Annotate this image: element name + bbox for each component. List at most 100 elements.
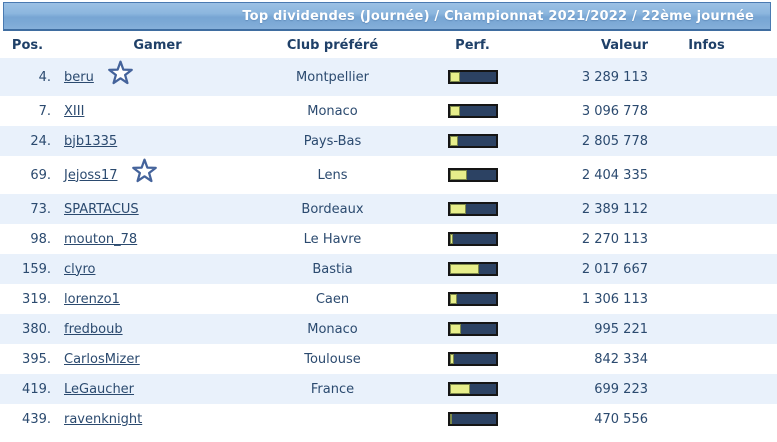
perf-bar-fill	[449, 106, 460, 116]
club-cell: Bastia	[312, 261, 353, 277]
column-header-valeur: Valeur	[600, 38, 648, 53]
gamer-link[interactable]: XIII	[64, 103, 85, 119]
column-header-pos: Pos.	[11, 38, 44, 53]
perf-bar-fill	[449, 72, 460, 82]
valeur-cell: 995 221	[594, 321, 648, 337]
perf-bar	[447, 262, 498, 276]
title-bar: Top dividendes (Journée) / Championnat 2…	[3, 2, 771, 31]
favorite-star-icon[interactable]	[107, 60, 134, 91]
pos-cell: 98.	[30, 231, 51, 247]
gamer-cell: lorenzo1	[55, 292, 260, 307]
perf-bar-fill	[449, 204, 467, 214]
gamer-link[interactable]: lorenzo1	[64, 291, 120, 307]
pos-cell: 159.	[22, 261, 51, 277]
perf-cell	[405, 322, 540, 336]
valeur-cell: 2 017 667	[581, 261, 648, 277]
table-row: 24. bjb1335 Pays-Bas 2 805 778	[0, 126, 777, 156]
pos-cell: 4.	[38, 69, 51, 85]
perf-bar-fill	[449, 136, 459, 146]
perf-bar	[447, 134, 498, 148]
pos-cell: 380.	[22, 321, 51, 337]
perf-bar-fill	[449, 354, 455, 364]
valeur-cell: 3 096 778	[581, 103, 648, 119]
perf-cell	[405, 292, 540, 306]
gamer-cell: CarlosMizer	[55, 352, 260, 367]
club-cell: Montpellier	[296, 69, 369, 85]
perf-bar-fill	[449, 170, 467, 180]
column-header-perf: Perf.	[455, 38, 490, 53]
gamer-cell: SPARTACUS	[55, 202, 260, 217]
perf-bar	[447, 104, 498, 118]
table-row: 319. lorenzo1 Caen 1 306 113	[0, 284, 777, 314]
gamer-cell: XIII	[55, 104, 260, 119]
perf-cell	[405, 202, 540, 216]
table-row: 159. clyro Bastia 2 017 667	[0, 254, 777, 284]
pos-cell: 395.	[22, 351, 51, 367]
perf-bar	[447, 168, 498, 182]
valeur-cell: 470 556	[594, 411, 648, 427]
pos-cell: 7.	[38, 103, 51, 119]
table-row: 69. Jejoss17 Lens 2 404 335	[0, 156, 777, 194]
perf-bar-fill	[449, 294, 457, 304]
table-row: 439. ravenknight 470 556	[0, 404, 777, 434]
leaderboard-table: Pos. Gamer Club préféré Perf. Valeur Inf…	[0, 33, 777, 434]
perf-cell	[405, 70, 540, 84]
club-cell: Pays-Bas	[303, 133, 362, 149]
gamer-link[interactable]: ravenknight	[64, 411, 143, 427]
perf-bar	[447, 70, 498, 84]
pos-cell: 73.	[30, 201, 51, 217]
club-cell: Caen	[315, 291, 350, 307]
perf-cell	[405, 168, 540, 182]
table-row: 380. fredboub Monaco 995 221	[0, 314, 777, 344]
gamer-link[interactable]: mouton_78	[64, 231, 138, 247]
valeur-cell: 842 334	[594, 351, 648, 367]
perf-cell	[405, 134, 540, 148]
perf-bar-fill	[449, 414, 453, 424]
gamer-cell: mouton_78	[55, 232, 260, 247]
valeur-cell: 2 404 335	[581, 167, 648, 183]
table-row: 98. mouton_78 Le Havre 2 270 113	[0, 224, 777, 254]
club-cell: Toulouse	[304, 351, 361, 367]
gamer-cell: beru	[55, 60, 260, 91]
gamer-link[interactable]: CarlosMizer	[64, 351, 140, 367]
perf-cell	[405, 412, 540, 426]
pos-cell: 24.	[30, 133, 51, 149]
club-cell: France	[310, 381, 355, 397]
perf-bar	[447, 412, 498, 426]
perf-bar	[447, 292, 498, 306]
perf-bar	[447, 202, 498, 216]
gamer-link[interactable]: LeGaucher	[64, 381, 135, 397]
gamer-link[interactable]: SPARTACUS	[64, 201, 139, 217]
gamer-link[interactable]: clyro	[64, 261, 96, 277]
table-header-row: Pos. Gamer Club préféré Perf. Valeur Inf…	[0, 33, 777, 58]
perf-bar	[447, 322, 498, 336]
valeur-cell: 1 306 113	[581, 291, 648, 307]
valeur-cell: 2 389 112	[581, 201, 648, 217]
gamer-cell: LeGaucher	[55, 382, 260, 397]
gamer-link[interactable]: beru	[64, 69, 94, 85]
club-cell: Monaco	[307, 321, 358, 337]
valeur-cell: 699 223	[594, 381, 648, 397]
pos-cell: 69.	[30, 167, 51, 183]
gamer-link[interactable]: bjb1335	[64, 133, 118, 149]
table-row: 7. XIII Monaco 3 096 778	[0, 96, 777, 126]
table-body: 4. beru Montpellier 3 289 113 7. XIII Mo…	[0, 58, 777, 434]
perf-cell	[405, 382, 540, 396]
table-row: 73. SPARTACUS Bordeaux 2 389 112	[0, 194, 777, 224]
perf-bar	[447, 352, 498, 366]
club-cell: Lens	[317, 167, 348, 183]
gamer-cell: bjb1335	[55, 134, 260, 149]
column-header-club: Club préféré	[286, 38, 379, 53]
perf-cell	[405, 262, 540, 276]
perf-cell	[405, 232, 540, 246]
club-cell: Bordeaux	[301, 201, 364, 217]
gamer-cell: ravenknight	[55, 412, 260, 427]
table-row: 419. LeGaucher France 699 223	[0, 374, 777, 404]
gamer-link[interactable]: Jejoss17	[64, 167, 118, 183]
club-cell: Monaco	[307, 103, 358, 119]
gamer-link[interactable]: fredboub	[64, 321, 123, 337]
gamer-cell: Jejoss17	[55, 158, 260, 189]
favorite-star-icon[interactable]	[131, 158, 158, 189]
perf-bar-fill	[449, 234, 454, 244]
